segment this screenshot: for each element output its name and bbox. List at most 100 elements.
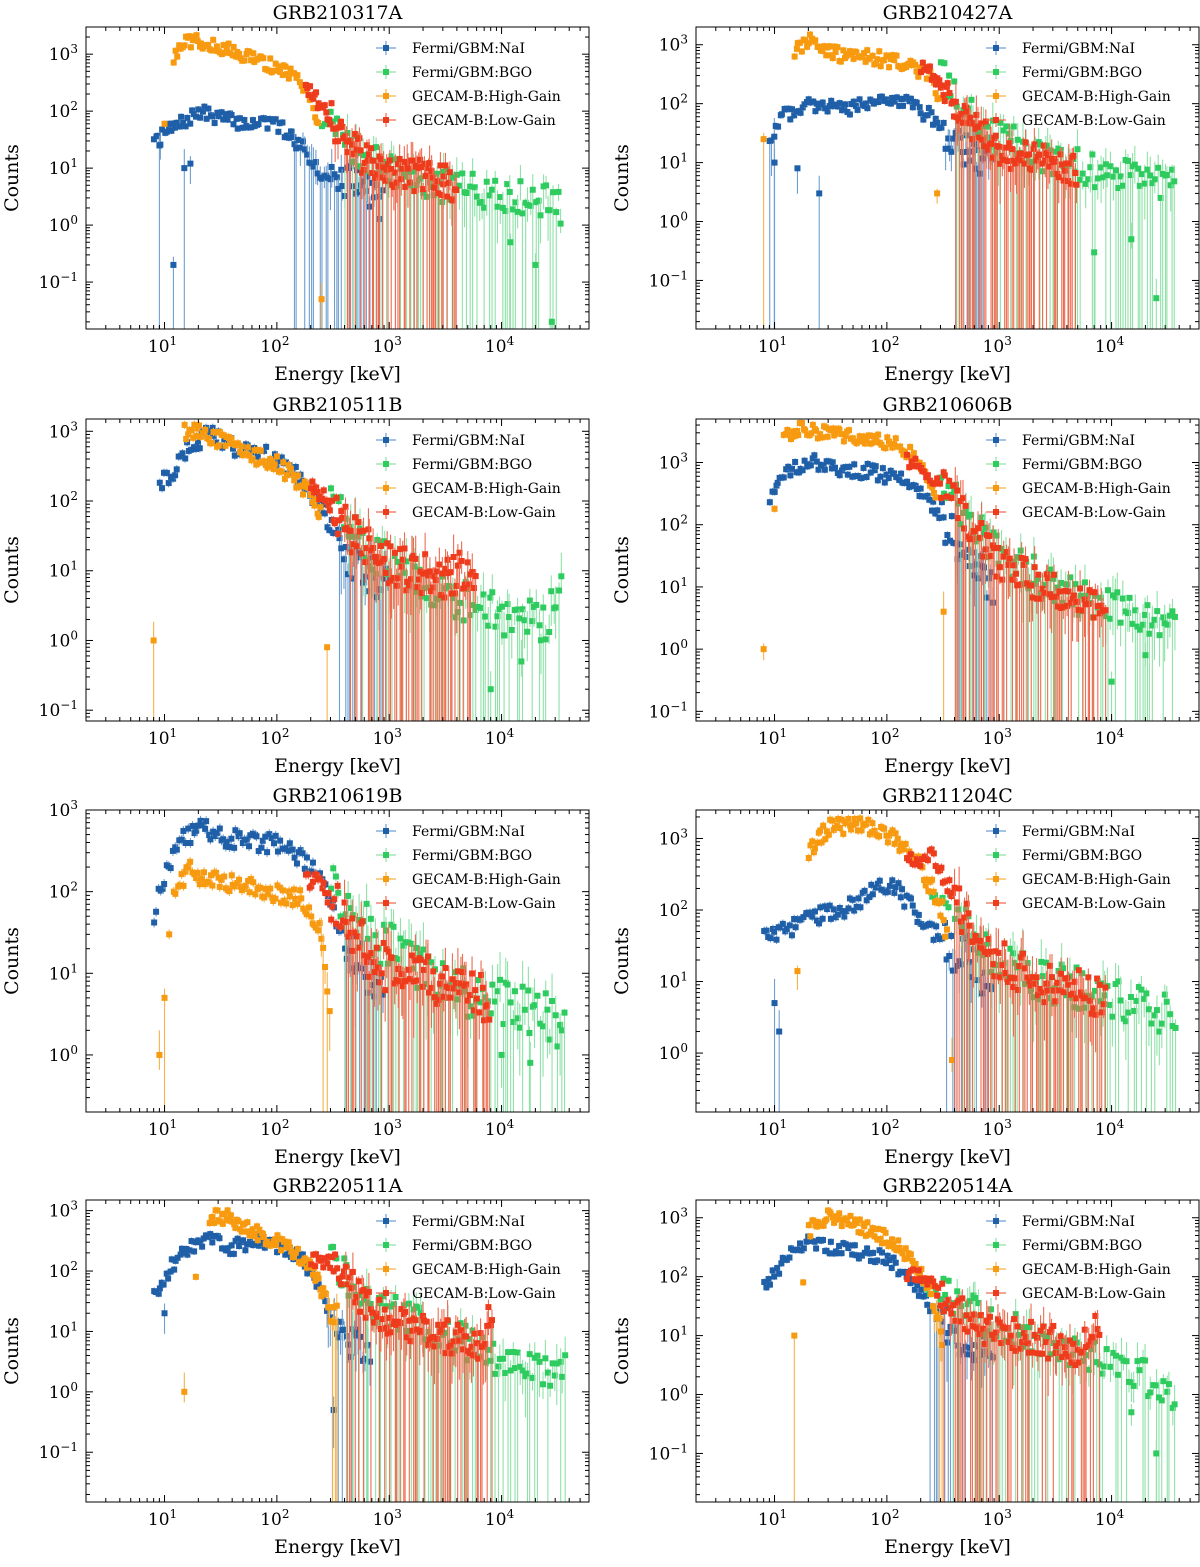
data-point (338, 508, 345, 515)
data-point (826, 43, 833, 50)
data-point (974, 525, 981, 532)
data-point (1142, 611, 1149, 618)
data-point (1030, 553, 1037, 560)
data-point (527, 1059, 534, 1066)
data-point (364, 157, 371, 164)
data-point (287, 465, 294, 472)
data-point (1079, 170, 1086, 177)
data-point (432, 184, 439, 191)
data-point (355, 519, 362, 526)
data-point (1160, 614, 1167, 621)
data-point (873, 60, 880, 67)
data-point (187, 120, 194, 127)
legend-label: Fermi/GBM:BGO (412, 65, 532, 81)
data-point (245, 877, 252, 884)
data-point (301, 865, 308, 872)
data-point (218, 876, 225, 883)
data-point (459, 969, 466, 976)
data-point (858, 475, 865, 482)
data-point (412, 957, 419, 964)
data-point (906, 464, 913, 471)
data-point (380, 991, 387, 998)
data-point (226, 844, 233, 851)
data-point (976, 134, 983, 141)
data-point (290, 471, 297, 478)
data-point (454, 996, 461, 1003)
data-point (815, 466, 822, 473)
data-point (489, 981, 496, 988)
data-point (426, 568, 433, 575)
data-point (402, 183, 409, 190)
data-point (469, 970, 476, 977)
data-point (272, 895, 279, 902)
data-point (220, 116, 227, 123)
data-point (1171, 613, 1178, 620)
data-point (980, 553, 987, 560)
data-point (397, 546, 404, 553)
data-point (185, 825, 192, 832)
data-point (1054, 603, 1061, 610)
data-point (1060, 177, 1067, 184)
data-point (1155, 164, 1162, 171)
legend-marker (993, 461, 999, 467)
data-point (1019, 580, 1026, 587)
data-point (224, 116, 231, 123)
data-point (340, 917, 347, 924)
data-point (869, 462, 876, 469)
data-point (956, 115, 963, 122)
data-point (184, 114, 191, 121)
data-point (1070, 152, 1077, 159)
data-point (540, 604, 547, 611)
data-point (342, 911, 349, 918)
data-point (529, 186, 536, 193)
data-point (400, 942, 407, 949)
data-point (782, 431, 789, 438)
data-point (453, 980, 460, 987)
data-point (180, 827, 187, 834)
data-point (395, 575, 402, 582)
data-point (893, 52, 900, 59)
data-layer (150, 31, 564, 329)
data-point (910, 462, 917, 469)
data-point (234, 125, 241, 132)
data-point (874, 56, 881, 63)
data-point (344, 129, 351, 136)
data-point (440, 181, 447, 188)
data-point (1094, 175, 1101, 182)
data-point (956, 541, 963, 548)
data-point (787, 472, 794, 479)
data-point (369, 170, 376, 177)
data-point (519, 983, 526, 990)
y-tick-label: 101 (659, 151, 688, 174)
data-point (1009, 576, 1016, 583)
data-point (197, 817, 204, 824)
data-point (836, 427, 843, 434)
data-point (286, 888, 293, 895)
data-point (202, 825, 209, 832)
data-point (290, 886, 297, 893)
data-point (389, 955, 396, 962)
data-point (329, 903, 336, 910)
data-point (499, 204, 506, 211)
data-point (382, 927, 389, 934)
data-point (860, 433, 867, 440)
data-point (231, 844, 238, 851)
data-point (932, 480, 939, 487)
data-point (516, 1024, 523, 1031)
data-point (349, 575, 356, 582)
data-point (1085, 600, 1092, 607)
data-point (525, 987, 532, 994)
data-point (820, 462, 827, 469)
data-point (169, 847, 176, 854)
data-point (248, 124, 255, 131)
data-point (869, 432, 876, 439)
data-point (411, 563, 418, 570)
data-point (450, 553, 457, 560)
data-point (986, 532, 993, 539)
data-point (788, 435, 795, 442)
data-point (399, 983, 406, 990)
data-point (255, 848, 262, 855)
data-point (856, 433, 863, 440)
data-point (378, 156, 385, 163)
data-point (466, 992, 473, 999)
